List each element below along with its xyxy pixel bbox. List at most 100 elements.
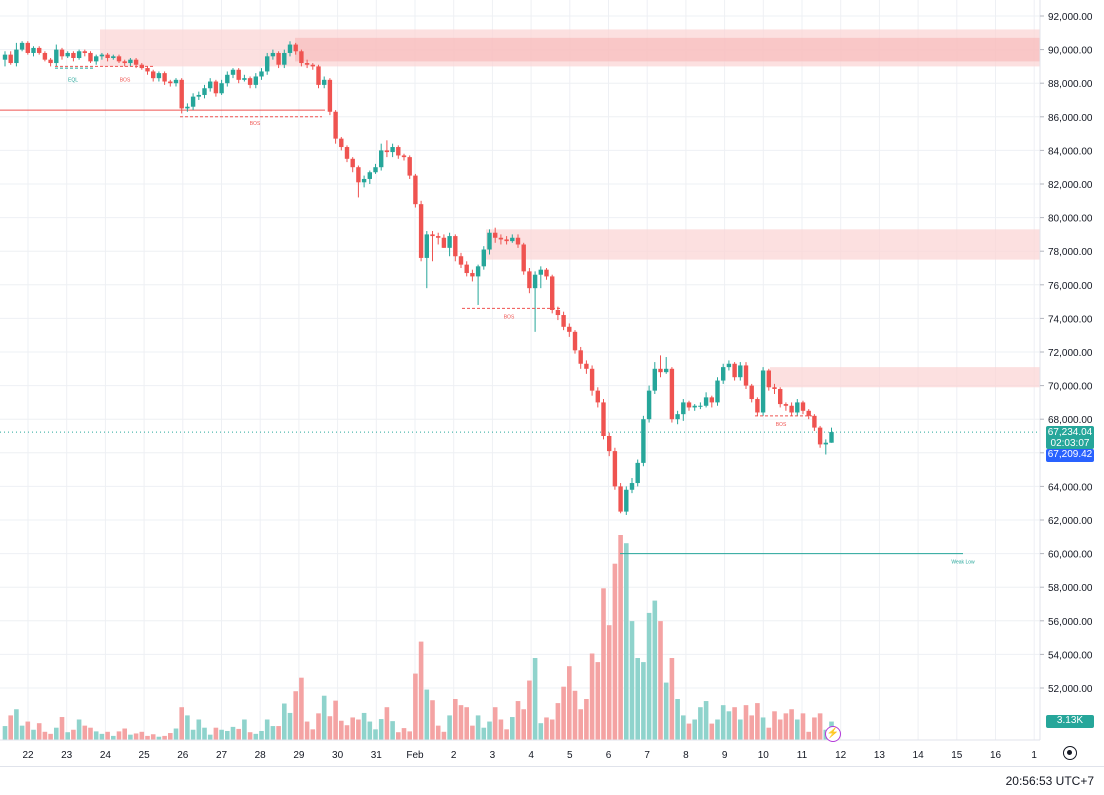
volume-bar — [527, 680, 532, 740]
annotation-label: Weak Low — [951, 560, 975, 566]
candle-body — [703, 397, 709, 406]
volume-bar — [646, 612, 652, 740]
candle-body — [265, 56, 270, 72]
candle-body — [401, 155, 407, 158]
price-label: 74,000.00 — [1048, 314, 1093, 325]
candle-body — [339, 138, 344, 148]
volume-bar — [538, 723, 544, 740]
candle-body — [253, 76, 258, 85]
price-label: 90,000.00 — [1048, 46, 1093, 57]
candle-body — [316, 66, 321, 85]
candle-body — [755, 399, 760, 413]
candle-body — [179, 79, 184, 109]
candle-body — [208, 81, 213, 89]
candle-body — [418, 204, 424, 258]
time-label: 25 — [139, 750, 151, 761]
candle-body — [88, 52, 93, 62]
price-label: 70,000.00 — [1048, 382, 1093, 393]
volume-bar — [207, 734, 213, 740]
candle-body — [481, 249, 486, 267]
volume-bar — [658, 621, 663, 740]
candle-body — [122, 61, 127, 64]
price-label: 64,000.00 — [1048, 482, 1093, 493]
time-label: 11 — [797, 750, 808, 761]
annotations: EQL BOS BOS BOS BOS Weak Low — [55, 65, 975, 566]
price-label: 92,000.00 — [1048, 12, 1093, 23]
volume-bar — [624, 543, 629, 740]
volume-bar — [669, 658, 675, 740]
supply-zones — [100, 29, 1040, 388]
time-label: 9 — [722, 750, 728, 761]
candle-body — [675, 414, 680, 420]
time-label: 10 — [758, 750, 770, 761]
candle-body — [561, 315, 566, 327]
candle-body — [589, 368, 595, 391]
volume-bar — [812, 717, 817, 740]
candle-body — [698, 405, 703, 407]
volume-bars — [2, 535, 834, 740]
last-price-value: 67,234.04 — [1047, 427, 1093, 438]
volume-bar — [441, 731, 447, 740]
time-axis[interactable]: 22 23 24 25 26 27 28 29 30 31 Feb 2 3 4 5 6 7 8 9 10 11 12 13 1… — [0, 739, 1040, 761]
candle-body — [59, 49, 65, 57]
candle-body — [652, 368, 657, 391]
candle-body — [453, 236, 458, 257]
candles — [2, 41, 834, 515]
volume-bar — [595, 662, 601, 740]
candle-body — [99, 54, 105, 57]
volume-bar — [122, 728, 127, 740]
annotation-label: BOS — [776, 422, 787, 428]
volume-bar — [532, 658, 538, 740]
time-label: 8 — [683, 750, 689, 761]
candle-body — [430, 234, 435, 237]
candle-body — [715, 380, 720, 403]
candle-body — [54, 49, 59, 64]
candle-body — [128, 59, 133, 64]
volume-bar — [772, 711, 777, 740]
candle-body — [162, 73, 167, 82]
candle-body — [293, 44, 298, 52]
candle-body — [749, 385, 754, 400]
volume-bar — [515, 701, 521, 740]
supply-zone-inner — [295, 37, 1040, 62]
volume-bar — [447, 715, 452, 740]
volume-bar — [686, 723, 692, 740]
candle-body — [105, 54, 110, 58]
volume-bar — [800, 713, 806, 740]
volume-bar — [806, 731, 811, 740]
volume-bar — [789, 709, 794, 740]
price-label: 60,000.00 — [1048, 550, 1093, 561]
candle-body — [738, 365, 743, 378]
volume-bar — [749, 715, 754, 740]
status-bar: 20:56:53 UTC+7 — [0, 766, 1104, 795]
candle-body — [379, 150, 384, 168]
candle-body — [344, 147, 350, 159]
volume-bar — [378, 719, 384, 740]
price-axis[interactable]: 92,000.00 90,000.00 88,000.00 86,000.00 84,0… — [1039, 0, 1093, 740]
candle-body — [213, 81, 219, 94]
lightning-icon[interactable]: ⚡ — [825, 726, 841, 742]
volume-bar — [578, 709, 583, 740]
candle-body — [635, 462, 640, 484]
candle-body — [37, 47, 42, 53]
price-label: 78,000.00 — [1048, 247, 1093, 258]
volume-bar — [561, 686, 566, 740]
volume-bar — [384, 707, 390, 740]
candle-body — [601, 402, 606, 436]
volume-bar — [641, 662, 646, 740]
candle-body — [447, 236, 452, 248]
time-label: 13 — [874, 750, 886, 761]
volume-bar — [14, 709, 19, 740]
volume-bar — [652, 600, 658, 740]
candlestick-chart[interactable]: EQL BOS BOS BOS BOS Weak Low 92,000.00 90,000.… — [0, 0, 1104, 766]
volume-bar — [42, 731, 48, 740]
candle-body — [396, 147, 401, 156]
volume-bar — [367, 721, 373, 740]
volume-bar — [487, 721, 492, 740]
gear-icon[interactable] — [1063, 746, 1077, 760]
candle-body — [567, 326, 572, 332]
volume-bar — [549, 719, 555, 740]
candle-body — [521, 244, 526, 272]
volume-bar — [464, 707, 469, 740]
